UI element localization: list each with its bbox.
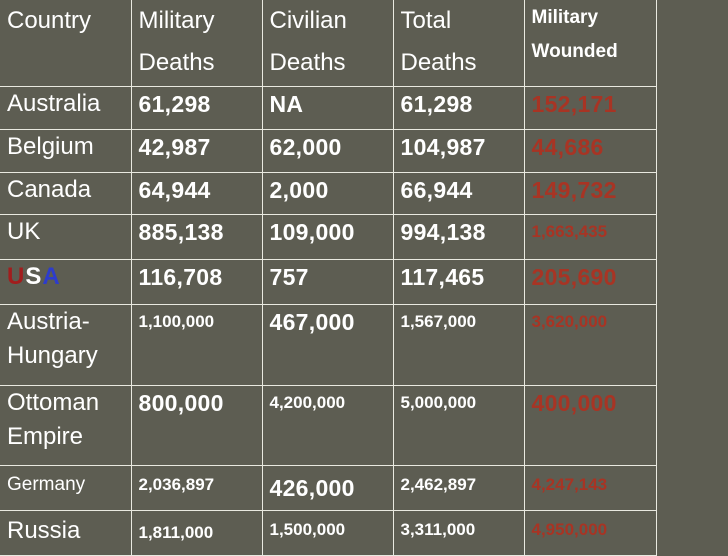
table-row: Germany 2,036,897 426,000 2,462,897 4,24…: [0, 464, 657, 511]
country-cell: Canada: [0, 171, 132, 215]
military-wounded-cell: 3,620,000: [523, 303, 657, 386]
country-cell: USA: [0, 258, 132, 305]
military-wounded-cell: 152,171: [523, 85, 657, 130]
header-country: Country: [0, 0, 132, 87]
military-deaths-cell: 800,000: [130, 384, 263, 466]
table-row: Austria-Hungary 1,100,000 467,000 1,567,…: [0, 303, 657, 386]
total-deaths-cell: 117,465: [392, 258, 525, 305]
country-cell: Germany: [0, 464, 132, 511]
total-deaths-cell: 2,462,897: [392, 464, 525, 511]
header-civilian-deaths: Civilian Deaths: [261, 0, 394, 87]
country-cell: UK: [0, 213, 132, 260]
military-wounded-cell: 1,663,435: [523, 213, 657, 260]
table-row: Ottoman Empire 800,000 4,200,000 5,000,0…: [0, 384, 657, 466]
casualties-table: Country Military Deaths Civilian Deaths To…: [0, 0, 657, 556]
total-deaths-cell: 61,298: [392, 85, 525, 130]
country-cell: Russia: [0, 509, 132, 556]
table-row: USA 116,708 757 117,465 205,690: [0, 258, 657, 305]
total-deaths-cell: 66,944: [392, 171, 525, 215]
total-deaths-cell: 3,311,000: [392, 509, 525, 556]
military-wounded-cell: 400,000: [523, 384, 657, 466]
civilian-deaths-cell: 109,000: [261, 213, 394, 260]
civilian-deaths-cell: NA: [261, 85, 394, 130]
military-deaths-cell: 42,987: [130, 128, 263, 173]
military-wounded-cell: 4,247,143: [523, 464, 657, 511]
military-deaths-cell: 2,036,897: [130, 464, 263, 511]
country-cell: Australia: [0, 85, 132, 130]
military-wounded-cell: 4,950,000: [523, 509, 657, 556]
military-deaths-cell: 1,811,000: [130, 509, 263, 556]
country-cell: Ottoman Empire: [0, 384, 132, 466]
civilian-deaths-cell: 1,500,000: [261, 509, 394, 556]
country-cell: Belgium: [0, 128, 132, 173]
country-cell: Austria-Hungary: [0, 303, 132, 386]
total-deaths-cell: 1,567,000: [392, 303, 525, 386]
military-wounded-cell: 149,732: [523, 171, 657, 215]
civilian-deaths-cell: 757: [261, 258, 394, 305]
table-row: Canada 64,944 2,000 66,944 149,732: [0, 171, 657, 215]
table-row: Belgium 42,987 62,000 104,987 44,686: [0, 128, 657, 173]
military-deaths-cell: 1,100,000: [130, 303, 263, 386]
civilian-deaths-cell: 426,000: [261, 464, 394, 511]
total-deaths-cell: 994,138: [392, 213, 525, 260]
total-deaths-cell: 104,987: [392, 128, 525, 173]
total-deaths-cell: 5,000,000: [392, 384, 525, 466]
military-deaths-cell: 885,138: [130, 213, 263, 260]
military-wounded-cell: 205,690: [523, 258, 657, 305]
military-deaths-cell: 116,708: [130, 258, 263, 305]
table-row: Russia 1,811,000 1,500,000 3,311,000 4,9…: [0, 509, 657, 556]
military-deaths-cell: 61,298: [130, 85, 263, 130]
table-row: UK 885,138 109,000 994,138 1,663,435: [0, 213, 657, 260]
civilian-deaths-cell: 4,200,000: [261, 384, 394, 466]
military-deaths-cell: 64,944: [130, 171, 263, 215]
civilian-deaths-cell: 62,000: [261, 128, 394, 173]
civilian-deaths-cell: 467,000: [261, 303, 394, 386]
civilian-deaths-cell: 2,000: [261, 171, 394, 215]
military-wounded-cell: 44,686: [523, 128, 657, 173]
table-row: Australia 61,298 NA 61,298 152,171: [0, 85, 657, 130]
header-total-deaths: Total Deaths: [392, 0, 525, 87]
header-military-wounded: Military Wounded: [523, 0, 657, 87]
header-military-deaths: Military Deaths: [130, 0, 263, 87]
header-row: Country Military Deaths Civilian Deaths To…: [0, 0, 657, 87]
